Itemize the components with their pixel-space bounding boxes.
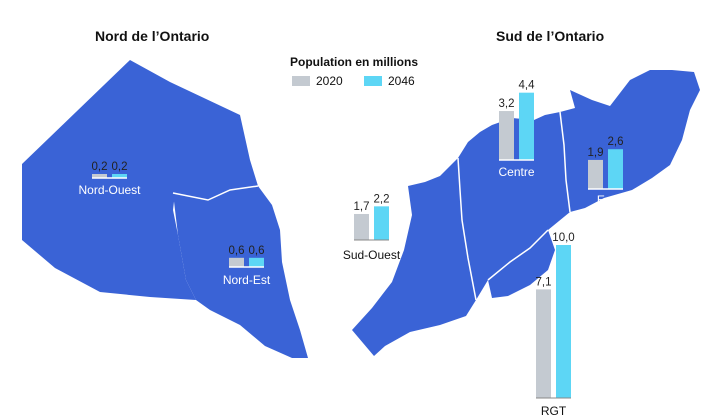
bar-centre-2020 [499, 111, 514, 160]
north-ontario-map [22, 60, 308, 358]
region-label-sud-ouest: Sud-Ouest [343, 248, 401, 262]
bar-nord-est-2046 [249, 257, 264, 267]
value-label-sud-ouest-2020: 1,7 [354, 201, 370, 213]
region-centre [458, 112, 570, 300]
north-title: Nord de l’Ontario [95, 28, 210, 44]
value-label-nord-ouest-2046: 0,2 [112, 161, 128, 173]
bar-centre-2046 [519, 92, 534, 160]
legend-item-2020: 2020 [292, 74, 343, 88]
bar-rgt-2020 [536, 289, 551, 398]
region-label-centre: Centre [498, 165, 534, 179]
value-label-nord-est-2046: 0,6 [249, 245, 265, 257]
bar-group-nord-est: 0,6 0,6 Nord-Est [223, 245, 271, 287]
region-label-rgt: RGT [541, 404, 567, 418]
south-ontario-map [352, 70, 700, 356]
legend-label-2046: 2046 [388, 74, 415, 88]
value-label-est-2046: 2,6 [608, 136, 624, 148]
value-label-rgt-2020: 7,1 [536, 276, 552, 288]
bar-group-sud-ouest: 1,7 2,2 Sud-Ouest [343, 193, 401, 262]
bar-rgt-2046 [556, 245, 571, 398]
region-est [560, 70, 700, 212]
north-boundary [172, 185, 259, 201]
value-label-rgt-2046: 10,0 [552, 232, 574, 244]
value-label-est-2020: 1,9 [588, 147, 604, 159]
region-nord-est [173, 186, 308, 358]
region-label-est: Est [597, 193, 615, 207]
bar-nord-est-2020 [229, 257, 244, 267]
bar-sud-ouest-2046 [374, 206, 389, 240]
legend-swatch-2046 [364, 76, 382, 86]
region-rgt [488, 230, 555, 298]
bar-group-centre: 3,2 4,4 Centre [498, 80, 535, 179]
legend-label-2020: 2020 [316, 74, 343, 88]
bar-sud-ouest-2020 [354, 213, 369, 240]
bar-group-rgt: 7,1 10,0 RGT [536, 232, 575, 418]
bar-nord-ouest-2046 [112, 174, 127, 178]
south-title: Sud de l’Ontario [496, 28, 605, 44]
value-label-nord-ouest-2020: 0,2 [92, 161, 108, 173]
legend-title: Population en millions [290, 55, 419, 69]
value-label-centre-2020: 3,2 [499, 98, 515, 110]
value-label-sud-ouest-2046: 2,2 [374, 193, 390, 205]
region-label-nord-est: Nord-Est [223, 273, 271, 287]
bar-group-est: 1,9 2,6 Est [588, 136, 624, 207]
region-label-nord-ouest: Nord-Ouest [78, 183, 141, 197]
bar-est-2020 [588, 159, 603, 189]
value-label-centre-2046: 4,4 [519, 80, 536, 92]
south-boundaries [457, 111, 571, 301]
bar-nord-ouest-2020 [92, 174, 107, 178]
region-sud-ouest [352, 158, 476, 356]
region-nord-ouest [22, 60, 258, 300]
legend-item-2046: 2046 [364, 74, 415, 88]
population-bars: 0,2 0,2 Nord-Ouest 0,6 0,6 Nord-Est 1,7 2,2 Sud-… [78, 80, 623, 418]
bar-group-nord-ouest: 0,2 0,2 Nord-Ouest [78, 161, 141, 197]
bar-est-2046 [608, 149, 623, 189]
legend-swatch-2020 [292, 76, 310, 86]
value-label-nord-est-2020: 0,6 [229, 245, 245, 257]
